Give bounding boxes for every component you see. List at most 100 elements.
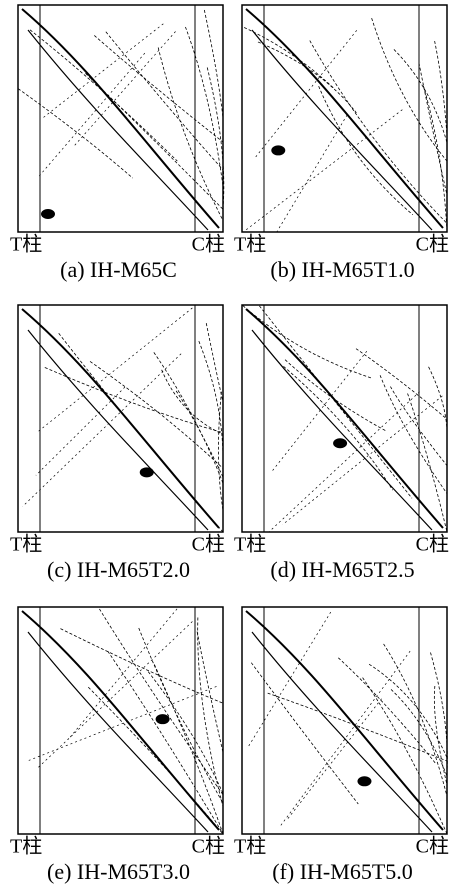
crack [89,361,224,469]
main-crack [21,610,220,831]
crack [276,114,348,233]
crack [153,352,224,484]
crack [243,109,403,233]
main-crack [245,610,444,831]
crack [390,386,448,466]
crack-panel: T柱 C柱 (a) IH-M65C [10,4,225,282]
spalling [139,467,154,478]
crack [418,62,448,196]
crack [362,677,448,835]
crack [17,88,133,179]
crack-panel: T柱 C柱(b) IH-M65T1.0 [234,4,449,282]
crack [368,663,448,758]
crack [85,72,224,210]
crack [197,617,224,807]
crack [175,390,224,478]
main-crack [21,8,220,229]
crack [67,608,178,741]
crack [267,692,448,762]
crack [283,365,393,491]
left-column-label: T柱 [234,533,266,556]
crack-panel: T柱 C柱(d) IH-M65T2.5 [234,304,449,582]
crack [318,86,414,216]
crack [157,47,224,221]
right-column-label: C柱 [416,835,449,858]
crack [251,329,433,531]
crack [161,369,224,435]
crack [218,391,224,511]
crack [338,657,436,764]
crack [196,631,224,753]
panel-caption: (e) IH-M65T3.0 [47,859,190,884]
crack [27,29,209,231]
left-column-label: T柱 [10,835,42,858]
crack [286,698,382,821]
crack [28,686,217,761]
crack [203,9,224,119]
panel-frame [17,4,224,233]
crack [309,40,448,224]
crack-panel: T柱 C柱(f) IH-M65T5.0 [234,606,449,884]
crack [138,627,224,804]
panel-frame [241,606,448,835]
crack [430,652,448,772]
crack [147,671,224,794]
panel-caption: (b) IH-M65T1.0 [270,257,414,282]
main-crack [21,308,220,529]
panel-frame [17,606,224,835]
panel-caption: (a) IH-M65C [60,257,177,282]
right-column-label: C柱 [192,233,225,256]
crack [35,386,126,476]
crack [42,23,164,119]
crack [282,395,443,525]
spalling [155,714,170,725]
crack [393,49,448,143]
crack [185,26,224,187]
crack [268,391,420,533]
panel-frame [17,304,224,533]
crack [73,31,176,147]
crack [422,85,448,233]
crack [38,621,193,768]
panel-frame [241,4,448,233]
crack [383,643,448,797]
spalling [357,776,372,787]
crack [58,333,224,533]
crack [60,628,224,704]
crack [153,664,224,835]
right-column-label: C柱 [192,835,225,858]
crack [206,67,225,209]
crack [198,341,224,458]
crack [428,366,448,431]
left-column-label: T柱 [10,233,42,256]
crack [27,631,209,833]
crack [284,359,386,432]
right-column-label: C柱 [416,233,449,256]
crack [36,307,193,434]
crack [107,651,224,835]
crack-panel: T柱 C柱(c) IH-M65T2.0 [10,304,225,582]
right-column-label: C柱 [416,533,449,556]
crack [407,393,448,533]
left-column-label: T柱 [234,233,266,256]
crack [99,608,224,795]
panel-caption: (c) IH-M65T2.0 [47,557,190,582]
crack [27,329,209,531]
left-column-label: T柱 [10,533,42,556]
crack [242,305,373,379]
left-column-label: T柱 [234,835,266,858]
crack [371,17,448,162]
crack [355,348,448,420]
crack [257,41,357,114]
crack [250,662,359,805]
main-crack [245,308,444,529]
spalling [271,145,286,156]
crack [38,52,146,178]
panel-frame [241,304,448,533]
crack [251,29,433,231]
main-crack [245,8,444,229]
crack [434,40,448,137]
spalling [41,209,55,219]
right-column-label: C柱 [192,533,225,556]
